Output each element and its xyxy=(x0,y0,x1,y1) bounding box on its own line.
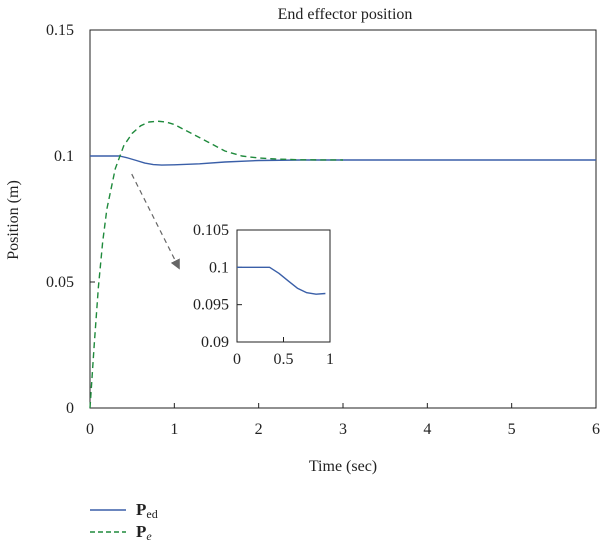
main-frame xyxy=(89,29,597,409)
main-y-tick-label: 0.1 xyxy=(54,148,74,165)
main-x-tick-label: 1 xyxy=(170,421,178,438)
legend-swatch-pe xyxy=(90,531,126,533)
main-x-tick-label: 3 xyxy=(339,421,347,438)
legend-subscript-pe: e xyxy=(146,529,152,543)
inset-y-tick-label: 0.1 xyxy=(209,259,229,276)
inset-series-line-0 xyxy=(237,266,326,295)
legend-label-ped: Ped xyxy=(136,500,158,522)
chart-title: End effector position xyxy=(278,6,413,23)
legend-subscript-ped: ed xyxy=(146,507,158,521)
main-x-tick-label: 4 xyxy=(423,421,431,438)
main-x-tick-label: 6 xyxy=(592,421,600,438)
inset-x-tick-label: 1 xyxy=(326,351,334,368)
legend-label-pe: Pe xyxy=(136,522,152,544)
legend-item-pe: Pe xyxy=(90,522,158,544)
inset-y-tick-label: 0.09 xyxy=(201,334,229,351)
main-series-line-0 xyxy=(90,155,596,166)
main-y-tick-label: 0.15 xyxy=(46,22,74,39)
inset-y-tick-label: 0.105 xyxy=(193,222,229,239)
main-x-tick-label: 5 xyxy=(508,421,516,438)
zoom-inset-plot: 0 0.5 1 0.09 0.095 0.1 0.105 xyxy=(193,222,334,368)
inset-x-tick-label: 0 xyxy=(233,351,241,368)
main-y-tick-label: 0.05 xyxy=(46,274,74,291)
legend-item-ped: Ped xyxy=(90,500,158,522)
legend: Ped Pe xyxy=(90,500,158,544)
main-y-tick-label: 0 xyxy=(66,400,74,417)
inset-frame xyxy=(236,229,331,343)
legend-symbol-pe: P xyxy=(136,522,147,541)
inset-x-tick-label: 0.5 xyxy=(274,351,294,368)
legend-symbol-ped: P xyxy=(136,500,147,519)
main-x-tick-label: 2 xyxy=(255,421,263,438)
main-plot-area: 0 1 2 3 4 5 6 0 0.05 0.1 0.15 xyxy=(46,22,600,438)
y-axis-title: Position (m) xyxy=(5,180,22,260)
main-series-line-1 xyxy=(89,120,344,409)
inset-y-tick-label: 0.095 xyxy=(193,297,229,314)
zoom-annotation-arrow xyxy=(131,173,180,270)
x-axis-title: Time (sec) xyxy=(309,458,377,475)
legend-swatch-ped xyxy=(90,509,126,511)
main-x-tick-label: 0 xyxy=(86,421,94,438)
